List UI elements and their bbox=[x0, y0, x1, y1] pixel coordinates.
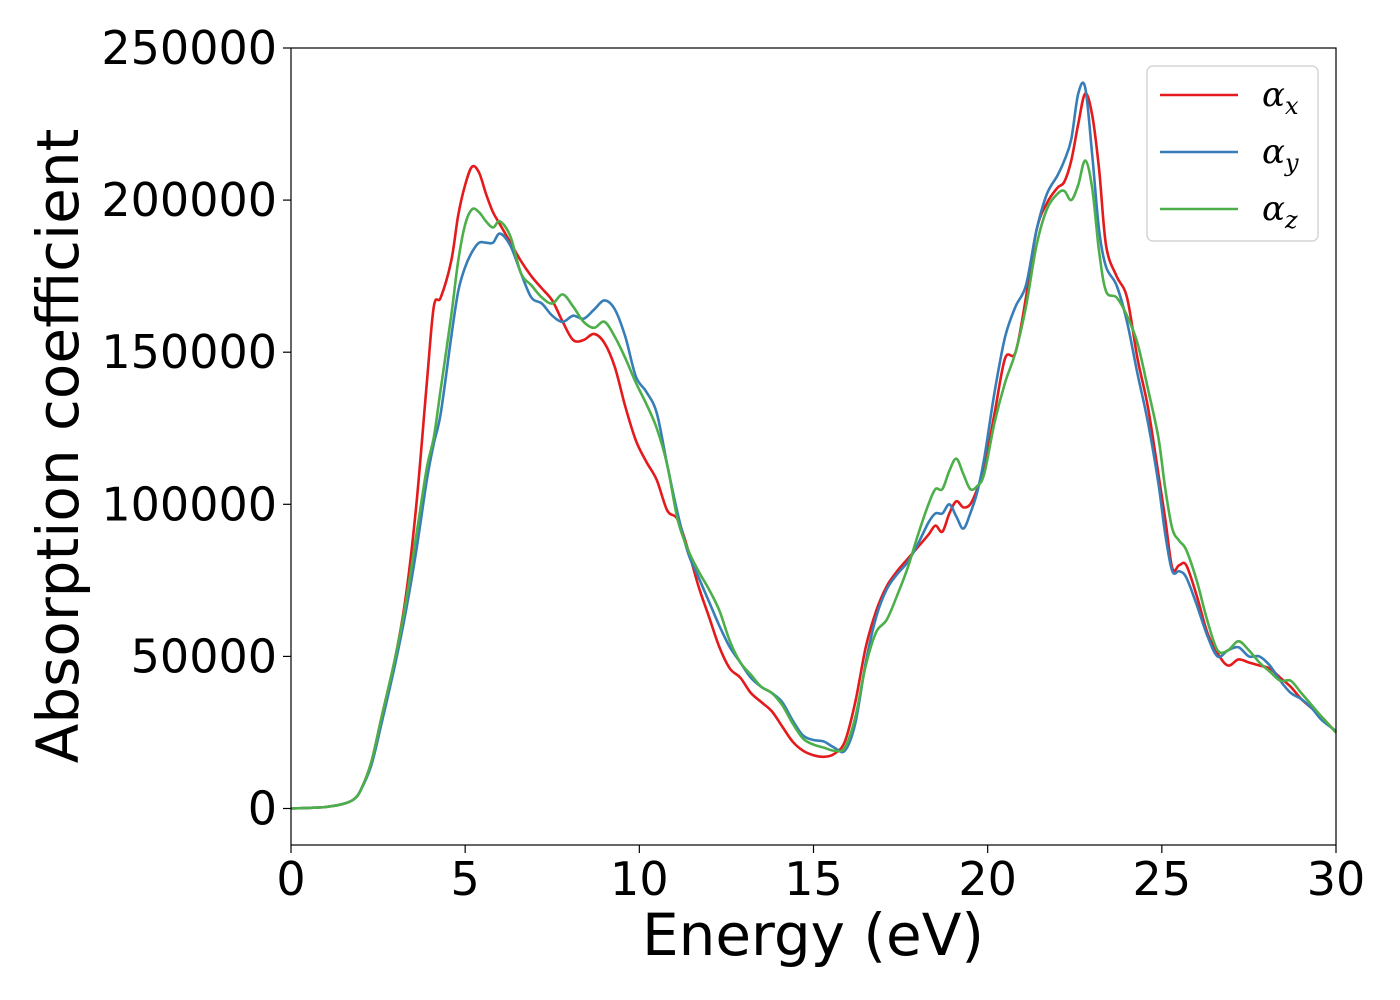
y-tick-label: 150000 bbox=[101, 325, 277, 379]
y-axis-title: Absorption coefficient bbox=[24, 129, 92, 764]
legend-subscript: x bbox=[1285, 92, 1299, 120]
y-tick-label: 200000 bbox=[101, 173, 277, 227]
y-tick-label: 50000 bbox=[131, 629, 277, 683]
x-tick-label: 30 bbox=[1307, 852, 1366, 906]
legend-subscript: z bbox=[1284, 206, 1298, 234]
y-tick-label: 250000 bbox=[101, 21, 277, 75]
y-tick-label: 0 bbox=[248, 781, 277, 835]
legend-box bbox=[1146, 65, 1319, 242]
y-tick-label: 100000 bbox=[101, 477, 277, 531]
x-tick-label: 5 bbox=[451, 852, 480, 906]
x-tick-label: 25 bbox=[1133, 852, 1192, 906]
x-tick-label: 15 bbox=[784, 852, 843, 906]
x-tick-label: 20 bbox=[958, 852, 1017, 906]
x-axis-title: Energy (eV) bbox=[642, 901, 984, 969]
series-line-alpha-z bbox=[290, 159, 1337, 810]
series-layer bbox=[290, 81, 1337, 810]
x-tick-label: 10 bbox=[610, 852, 669, 906]
y-axis-ticks: 0 50000 100000 150000 200000 250000 bbox=[101, 21, 291, 835]
x-axis-ticks: 0 5 10 15 20 25 30 bbox=[276, 845, 1365, 906]
legend-subscript: y bbox=[1284, 149, 1299, 177]
x-tick-label: 0 bbox=[276, 852, 305, 906]
